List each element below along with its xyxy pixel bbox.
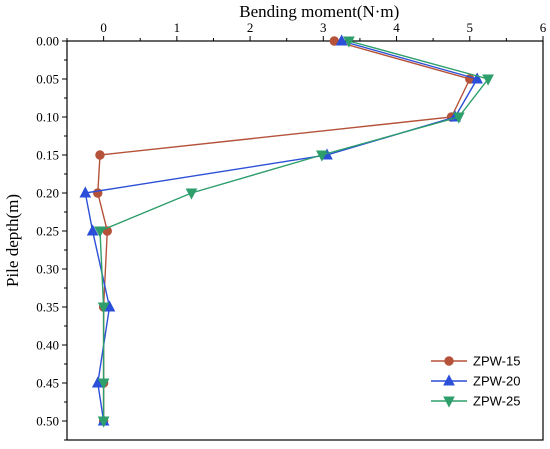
legend-marker	[443, 374, 455, 386]
y-tick-label: 0.20	[36, 186, 59, 201]
legend-marker	[443, 396, 455, 408]
legend-marker	[444, 356, 454, 366]
x-tick-label: 6	[540, 20, 547, 35]
data-point	[97, 378, 110, 390]
legend-item: ZPW-15	[431, 354, 520, 369]
x-axis-title: Bending moment(N·m)	[239, 2, 399, 21]
data-point	[97, 302, 110, 314]
y-axis-title: Pile depth(m)	[3, 194, 22, 287]
plot-frame	[66, 40, 544, 441]
y-tick-label: 0.05	[36, 72, 59, 87]
data-point	[97, 416, 110, 428]
legend-label: ZPW-15	[473, 354, 520, 369]
y-tick-label: 0.10	[36, 110, 59, 125]
x-tick-label: 4	[393, 20, 400, 35]
x-axis-ticks: 0 1 2 3 4 5 6	[66, 20, 547, 41]
series-line	[97, 40, 471, 421]
x-tick-label: 3	[320, 20, 327, 35]
plot-border	[66, 40, 544, 441]
series-zpw-25	[94, 36, 494, 428]
y-tick-label: 0.35	[36, 300, 59, 315]
data-point	[79, 186, 92, 198]
data-point	[452, 112, 465, 124]
data-point	[316, 150, 328, 162]
legend-label: ZPW-25	[473, 394, 520, 409]
series-layer	[79, 34, 494, 428]
legend: ZPW-15 ZPW-20 ZPW-25	[431, 354, 520, 409]
y-tick-label: 0.45	[36, 376, 59, 391]
series-zpw-15	[93, 36, 475, 426]
data-point	[86, 224, 99, 236]
data-point	[95, 150, 105, 160]
legend-item: ZPW-25	[431, 394, 520, 409]
data-point	[471, 72, 483, 84]
x-tick-label: 2	[247, 20, 254, 35]
series-line	[84, 40, 479, 422]
y-axis-ticks: 0.00 0.05 0.10 0.15 0.20 0.25 0.30 0.35 0.40 0.45…	[36, 34, 67, 441]
x-tick-label: 0	[100, 20, 107, 35]
y-tick-label: 0.30	[36, 262, 59, 277]
y-tick-label: 0.25	[36, 224, 59, 239]
y-tick-label: 0.00	[36, 34, 59, 49]
data-point	[94, 226, 106, 238]
x-tick-label: 1	[174, 20, 181, 35]
legend-label: ZPW-20	[473, 374, 520, 389]
legend-item: ZPW-20	[431, 374, 520, 389]
data-point	[482, 74, 494, 86]
data-point	[335, 34, 348, 46]
series-zpw-20	[79, 34, 483, 426]
y-tick-label: 0.40	[36, 338, 59, 353]
data-point	[185, 188, 198, 200]
y-tick-label: 0.15	[36, 148, 59, 163]
series-line	[99, 40, 490, 421]
y-tick-label: 0.50	[36, 414, 59, 429]
data-point	[343, 36, 355, 48]
x-tick-label: 5	[467, 20, 474, 35]
